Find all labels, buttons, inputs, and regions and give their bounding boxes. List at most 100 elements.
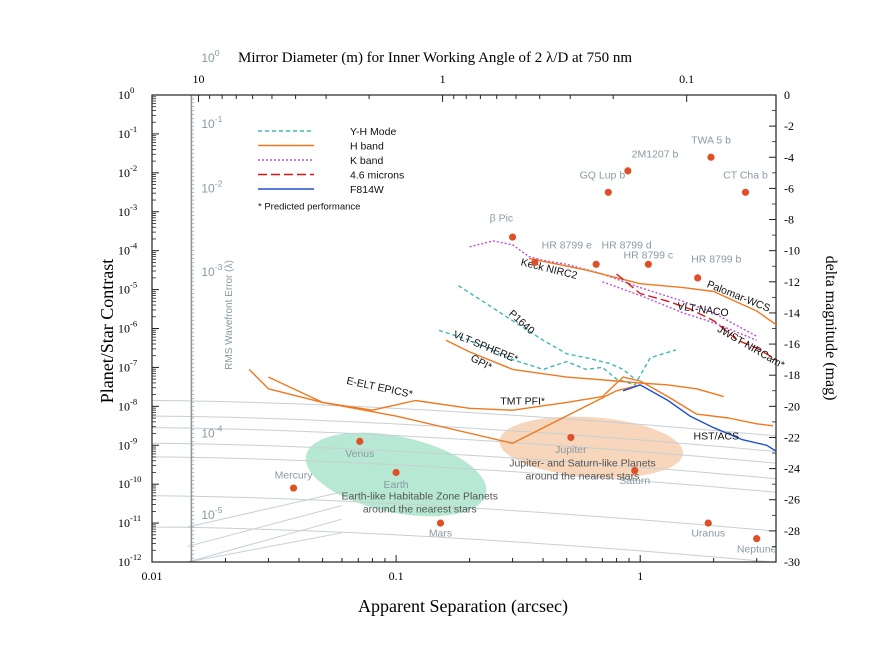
wfe-axis-label: RMS Wavefront Error (λ) bbox=[224, 260, 235, 370]
tick-layer: 0.01 0.1 110 1 0.110010-110-210-310-410-510-… bbox=[118, 72, 800, 583]
y2-tick-label: -24 bbox=[784, 462, 800, 476]
region-label: Jupiter- and Saturn-like Planets bbox=[509, 458, 656, 470]
y-tick-label: 10-3 bbox=[118, 202, 137, 219]
y2-tick-label: -12 bbox=[784, 275, 800, 289]
x-tick-label: 0.1 bbox=[389, 569, 404, 583]
wfe-curve bbox=[187, 532, 343, 563]
series-label: HST/ACS bbox=[694, 430, 740, 442]
series-label: TMT PFI* bbox=[500, 395, 545, 407]
series-label: VLT-NACO bbox=[676, 300, 729, 319]
planet-label: GQ Lup b bbox=[580, 170, 626, 182]
planet-label: Mercury bbox=[275, 469, 314, 481]
legend-note: * Predicted performance bbox=[258, 202, 360, 213]
planets-layer: Mercury Venus Earth Mars Jupiter Saturn Uranus… bbox=[275, 135, 777, 556]
wfe-curves-layer bbox=[151, 400, 777, 563]
wfe-curve bbox=[187, 518, 343, 563]
planet-point bbox=[704, 519, 712, 527]
planet-point bbox=[567, 433, 575, 442]
series-label: P1640 bbox=[506, 308, 537, 337]
series-line bbox=[469, 240, 758, 337]
y-tick-label: 10-5 bbox=[118, 280, 137, 297]
wfe-curve bbox=[187, 491, 343, 528]
y2-tick-label: -16 bbox=[784, 337, 800, 351]
legend-label: H band bbox=[350, 141, 384, 153]
series-line bbox=[445, 339, 724, 398]
wfe-curve bbox=[151, 415, 777, 452]
y2-tick-label: -28 bbox=[784, 524, 800, 538]
series-line bbox=[616, 273, 777, 361]
planet-label: Venus bbox=[345, 448, 374, 460]
wfe-curve bbox=[151, 456, 777, 493]
planet-label: Jupiter bbox=[555, 444, 587, 456]
planet-point bbox=[741, 188, 750, 196]
planet-point bbox=[753, 535, 761, 543]
series-line bbox=[622, 384, 777, 452]
y2-tick-label: -14 bbox=[784, 306, 800, 320]
y2-tick-label: -18 bbox=[784, 368, 800, 382]
y-tick-label: 10-12 bbox=[118, 552, 142, 569]
wfe-tick-label: 10-4 bbox=[201, 423, 222, 440]
planet-label: Earth bbox=[384, 479, 409, 491]
planet-point bbox=[508, 233, 517, 241]
planet-label: TWA 5 b bbox=[691, 135, 731, 147]
y-tick-label: 10-8 bbox=[118, 396, 137, 413]
top-tick-label: 1 bbox=[440, 72, 446, 86]
y2-tick-label: -26 bbox=[784, 493, 800, 507]
planet-point bbox=[592, 260, 600, 268]
planet-label: Mars bbox=[429, 528, 452, 540]
planet-point bbox=[631, 466, 639, 475]
wfe-tick-label: 10-5 bbox=[201, 505, 222, 522]
y-tick-label: 10-10 bbox=[118, 474, 142, 491]
y-tick-label: 10-11 bbox=[118, 513, 141, 530]
planet-label: HR 8799 e bbox=[542, 240, 592, 252]
planet-point bbox=[392, 468, 400, 477]
top-tick-label: 10 bbox=[192, 72, 204, 86]
planet-point bbox=[531, 258, 539, 266]
series-line bbox=[438, 329, 677, 386]
planet-label: HR 8799 c bbox=[624, 249, 674, 261]
x-axis-label: Apparent Separation (arcsec) bbox=[358, 596, 568, 617]
planet-label: HR 8799 d bbox=[602, 240, 652, 252]
y-tick-label: 10-1 bbox=[118, 124, 137, 141]
y-tick-label: 10-9 bbox=[118, 435, 137, 452]
wfe-curve bbox=[151, 495, 777, 532]
planet-label: Neptune bbox=[737, 543, 777, 555]
wfe-tick-label: 100 bbox=[201, 48, 219, 65]
wfe-curve bbox=[151, 427, 777, 464]
series-line bbox=[458, 285, 636, 380]
planet-point bbox=[604, 188, 612, 196]
series-layer bbox=[248, 240, 777, 452]
chart-title: Mirror Diameter (m) for Inner Working An… bbox=[238, 50, 632, 66]
region-blob bbox=[499, 416, 684, 478]
planet-point bbox=[624, 167, 632, 175]
planet-label: CT Cha b bbox=[723, 170, 768, 182]
wfe-curve bbox=[151, 526, 777, 563]
y-tick-label: 10-6 bbox=[118, 319, 138, 336]
planet-label: 2M1207 b bbox=[632, 148, 679, 160]
wfe-axis: 100 10-1 10-2 10-3 10-4 10-5 bbox=[190, 48, 223, 563]
y2-tick-label: 0 bbox=[784, 88, 790, 102]
planet-label: HR 8799 b bbox=[691, 253, 741, 265]
y2-tick-label: -4 bbox=[784, 150, 794, 164]
y-tick-label: 10-7 bbox=[118, 357, 138, 374]
wfe-tick-label: 10-2 bbox=[201, 178, 222, 195]
wfe-curve bbox=[187, 505, 343, 547]
legend-label: F814W bbox=[350, 184, 384, 196]
y2-tick-label: -6 bbox=[784, 181, 794, 195]
planet-point bbox=[694, 274, 702, 282]
planet-label: Saturn bbox=[619, 475, 650, 487]
y-tick-label: 10-4 bbox=[118, 241, 138, 258]
planet-label: Uranus bbox=[691, 528, 725, 540]
top-tick-label: 0.1 bbox=[679, 72, 694, 86]
wfe-tick-label: 10-3 bbox=[201, 262, 222, 279]
wfe-curve bbox=[151, 442, 777, 480]
planet-point bbox=[644, 260, 652, 268]
y2-tick-label: -22 bbox=[784, 430, 800, 444]
legend-label: K band bbox=[350, 155, 383, 167]
series-label: Keck NIRC2 bbox=[519, 256, 578, 282]
series-line bbox=[528, 257, 777, 326]
x-tick-label: 0.01 bbox=[142, 569, 163, 583]
y2-tick-label: -30 bbox=[784, 555, 800, 569]
